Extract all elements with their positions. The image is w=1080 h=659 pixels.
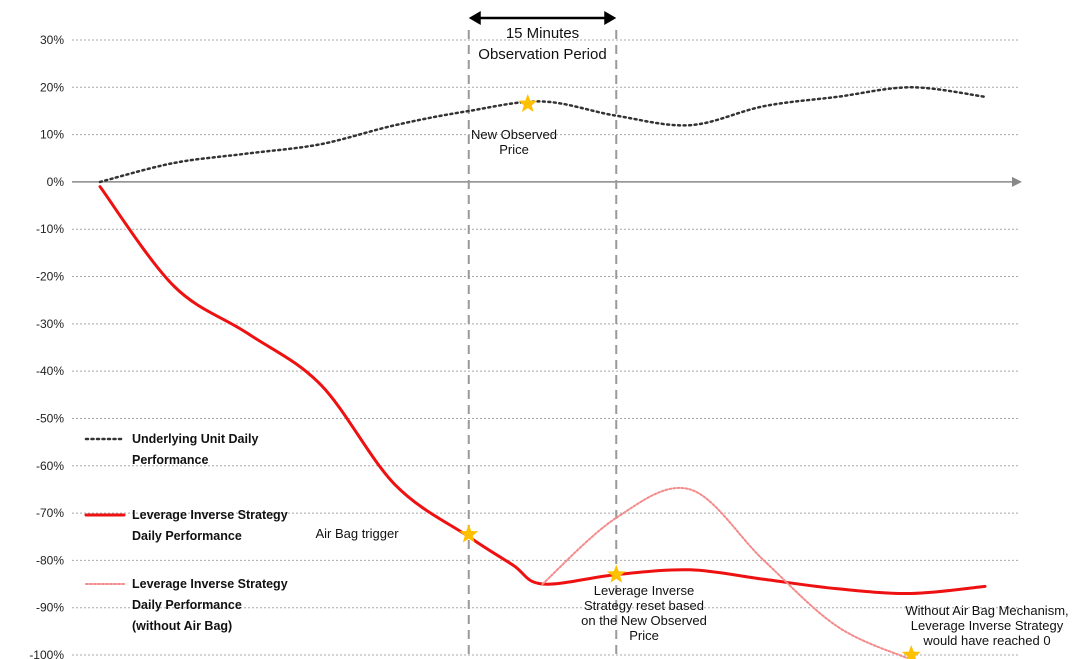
star-icon-reset — [606, 564, 626, 583]
series — [98, 86, 987, 659]
legend-label-1-line: Underlying Unit Daily — [132, 432, 258, 446]
legend-label-3-line: (without Air Bag) — [132, 619, 232, 633]
y-tick-label: -50% — [36, 411, 64, 425]
annotation-observed-line: Price — [499, 142, 529, 157]
legend-label-1: Underlying Unit Daily Performance — [132, 432, 258, 467]
arrow-left-icon — [468, 11, 481, 25]
legend-label-3-line: Leverage Inverse Strategy — [132, 577, 288, 591]
arrow-right-icon — [604, 11, 617, 25]
y-tick-label: -70% — [36, 506, 64, 520]
annotation-without-line: Leverage Inverse Strategy — [911, 618, 1064, 633]
annotation-without-line: would have reached 0 — [922, 633, 1050, 648]
y-tick-label: -80% — [36, 553, 64, 567]
y-tick-label: -20% — [36, 270, 64, 284]
star-icon-observed — [518, 93, 538, 112]
annotation-reset-line: Price — [629, 628, 659, 643]
annotation-reset-line: Strategy reset based — [584, 598, 704, 613]
observation-lines: 15 Minutes Observation Period — [467, 11, 618, 659]
star-icon-airbag — [459, 524, 479, 543]
markers — [459, 93, 921, 659]
legend: Underlying Unit Daily Performance Leverage… — [84, 432, 288, 633]
annotation-reset-line: Leverage Inverse — [594, 583, 694, 598]
y-tick-label: -90% — [36, 601, 64, 615]
annotation-observed-line: New Observed — [471, 127, 557, 142]
x-axis — [72, 176, 1022, 187]
legend-label-3: Leverage Inverse Strategy Daily Performan… — [132, 577, 288, 633]
axis-arrow-icon — [1012, 176, 1022, 187]
annotation-without: Without Air Bag Mechanism, Leverage Inver… — [905, 603, 1068, 648]
y-axis-ticks: 30% 20% 10% 0% -10% -20% -30% -40% -50% -60% -70% -… — [29, 33, 64, 659]
y-tick-label: 20% — [40, 80, 64, 94]
legend-label-2: Leverage Inverse Strategy Daily Performan… — [132, 508, 288, 543]
y-tick-label: -30% — [36, 317, 64, 331]
legend-label-2-line: Leverage Inverse Strategy — [132, 508, 288, 522]
star-icon-without — [901, 645, 921, 659]
legend-label-3-line: Daily Performance — [132, 598, 242, 612]
y-tick-label: 30% — [40, 33, 64, 47]
y-tick-label: -100% — [29, 648, 64, 659]
annotation-observed: New Observed Price — [471, 127, 557, 157]
annotation-reset-line: on the New Observed — [581, 613, 707, 628]
annotation-airbag: Air Bag trigger — [315, 526, 399, 541]
annotation-reset: Leverage Inverse Strategy reset based on t… — [581, 583, 707, 643]
gridlines — [72, 39, 1020, 656]
y-tick-label: -40% — [36, 364, 64, 378]
legend-label-1-line: Performance — [132, 453, 208, 467]
observation-period-label-line: 15 Minutes — [506, 25, 579, 42]
y-tick-label: 0% — [47, 175, 65, 189]
observation-period-label-line: Observation Period — [478, 46, 606, 63]
annotation-airbag-line: Air Bag trigger — [315, 526, 399, 541]
y-tick-label: -10% — [36, 222, 64, 236]
annotation-without-line: Without Air Bag Mechanism, — [905, 603, 1068, 618]
series-line-2 — [98, 185, 987, 596]
observation-period-label: 15 Minutes Observation Period — [478, 25, 606, 63]
y-tick-label: 10% — [40, 128, 64, 142]
y-tick-label: -60% — [36, 459, 64, 473]
series-line-3 — [541, 487, 913, 659]
series-line-1 — [98, 86, 987, 184]
legend-label-2-line: Daily Performance — [132, 529, 242, 543]
